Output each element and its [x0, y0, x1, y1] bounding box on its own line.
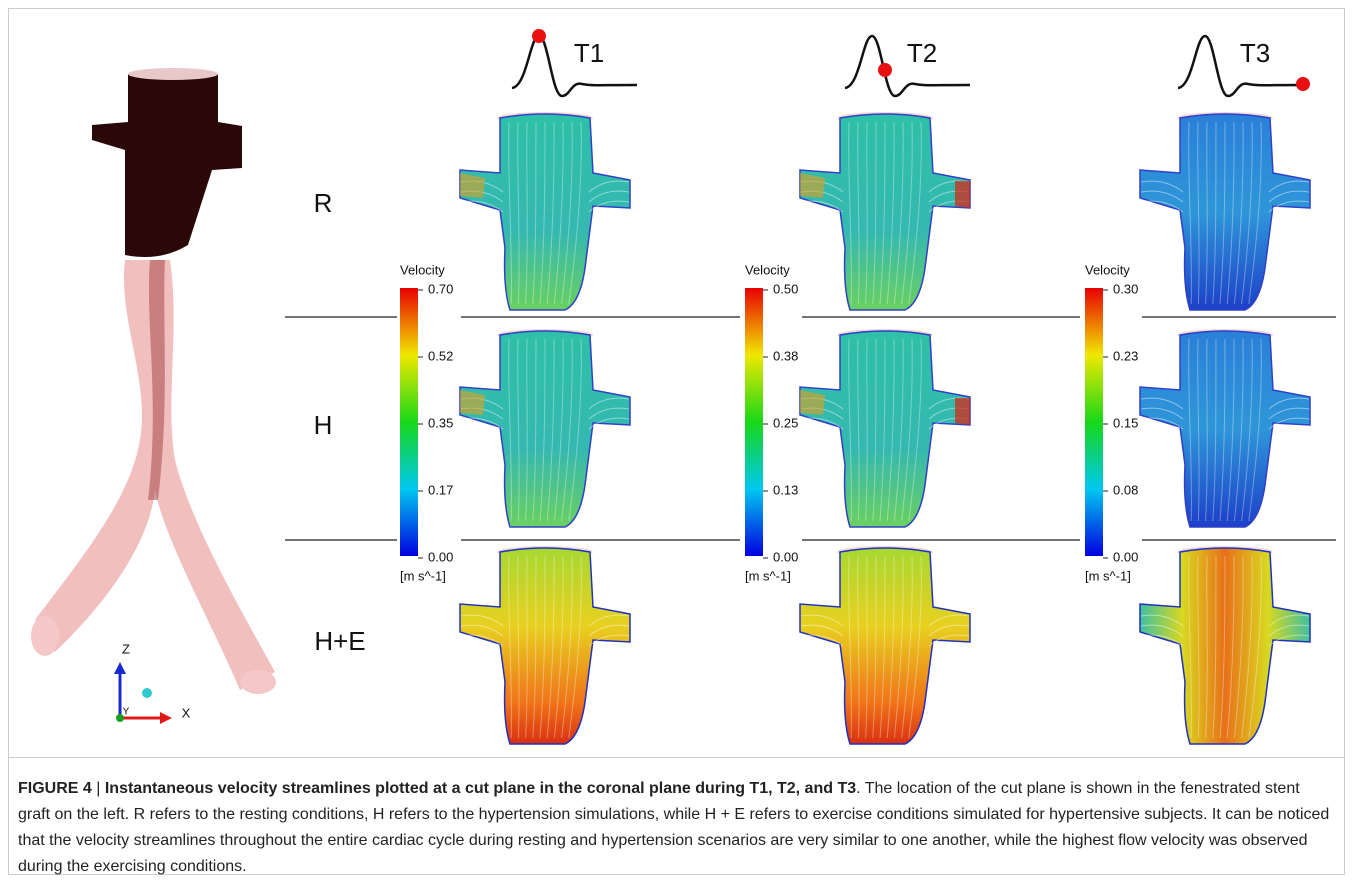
z-arrow	[114, 662, 126, 674]
figure: Z X Y R H H+E T1 T2 T3 Velocity 0.70 0.52 0.35 0.1…	[0, 0, 1355, 760]
colorbar-tick-label: 0.15	[1113, 415, 1138, 430]
y-label: Y	[123, 707, 130, 718]
streamline-panel	[800, 112, 970, 310]
colorbar-tick-label: 0.17	[428, 482, 453, 497]
colorbar-tick-label: 0.35	[428, 415, 453, 430]
x-label: X	[182, 705, 191, 720]
time-marker	[532, 29, 546, 43]
colorbar-tick-label: 0.00	[428, 549, 453, 564]
colorbar	[400, 288, 418, 556]
column-label: T3	[1240, 38, 1270, 68]
colorbar-tick-label: 0.23	[1113, 348, 1138, 363]
z-label: Z	[122, 641, 130, 656]
colorbar-tick-label: 0.00	[773, 549, 798, 564]
colorbar-tick-label: 0.38	[773, 348, 798, 363]
streamline-panel	[460, 329, 630, 527]
streamline-panel	[800, 329, 970, 527]
colorbar-tick-label: 0.70	[428, 281, 453, 296]
column-label: T2	[907, 38, 937, 68]
colorbar-title: Velocity	[400, 262, 445, 277]
caption-separator: |	[96, 780, 100, 797]
high-velocity	[955, 398, 970, 425]
stent	[92, 70, 242, 257]
time-marker	[1296, 77, 1310, 91]
colorbar-title: Velocity	[745, 262, 790, 277]
x-arrow	[160, 712, 172, 724]
graft-end	[31, 616, 59, 656]
colorbar-unit: [m s^-1]	[1085, 568, 1131, 583]
row-label: R	[314, 188, 333, 218]
streamline-panel	[460, 112, 630, 310]
caption: FIGURE 4 | Instantaneous velocity stream…	[18, 776, 1336, 880]
view-marker	[142, 688, 152, 698]
colorbar	[1085, 288, 1103, 556]
colorbar-tick-label: 0.08	[1113, 482, 1138, 497]
colorbar-tick-label: 0.00	[1113, 549, 1138, 564]
colorbar-tick-label: 0.13	[773, 482, 798, 497]
caption-label: FIGURE 4	[18, 780, 92, 797]
streamline-panel	[460, 546, 630, 744]
caption-title: Instantaneous velocity streamlines plott…	[105, 780, 856, 797]
row-label: H+E	[314, 626, 365, 656]
graft-top	[128, 68, 218, 80]
streamline-panel	[1140, 112, 1310, 310]
colorbar-tick-label: 0.50	[773, 281, 798, 296]
colorbar-tick-label: 0.30	[1113, 281, 1138, 296]
caption-rule	[9, 757, 1344, 758]
page: Z X Y R H H+E T1 T2 T3 Velocity 0.70 0.52 0.35 0.1…	[0, 0, 1355, 885]
stent-graft	[31, 68, 276, 694]
streamline-panel	[800, 546, 970, 744]
graft-end	[240, 670, 276, 694]
row-label: H	[314, 410, 333, 440]
colorbar-tick-label: 0.25	[773, 415, 798, 430]
streamline-panel	[1140, 329, 1310, 527]
column-label: T1	[574, 38, 604, 68]
colorbar-unit: [m s^-1]	[745, 568, 791, 583]
streamline-panel	[1140, 546, 1310, 744]
time-marker	[878, 63, 892, 77]
colorbar-title: Velocity	[1085, 262, 1130, 277]
colorbar-tick-label: 0.52	[428, 348, 453, 363]
colorbar	[745, 288, 763, 556]
colorbar-unit: [m s^-1]	[400, 568, 446, 583]
high-velocity	[955, 181, 970, 208]
axis-triad: Z X Y	[114, 641, 191, 724]
